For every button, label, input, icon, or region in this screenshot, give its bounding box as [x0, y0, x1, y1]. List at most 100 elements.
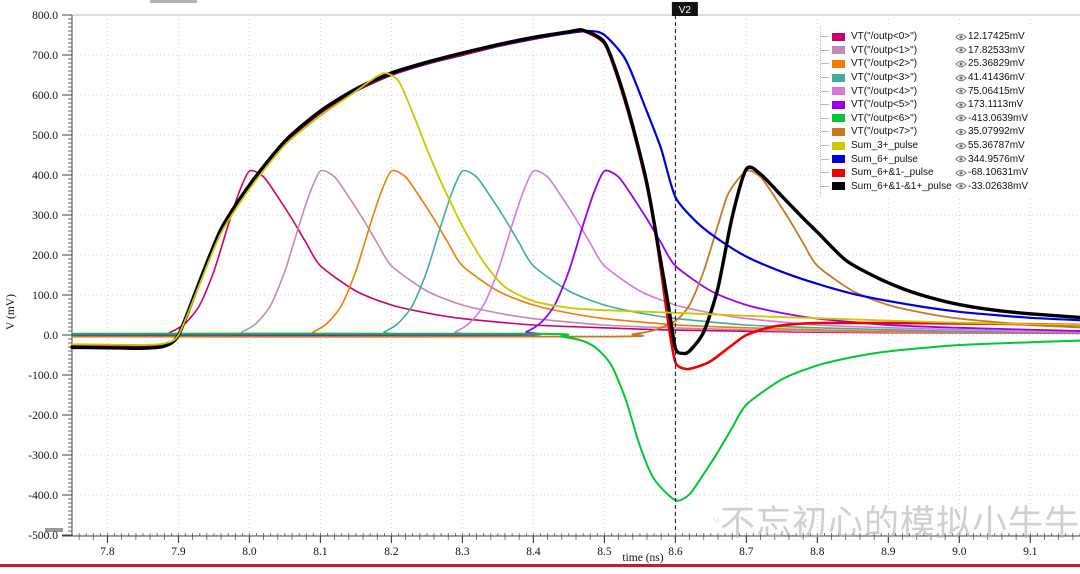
trace-curves	[70, 28, 1080, 502]
legend-row[interactable]: VT("/outp<0>") 12.17425mV	[821, 30, 1077, 44]
window-edge-artifact	[150, 0, 197, 3]
eye-visibility-icon[interactable]	[953, 33, 968, 41]
legend-marker-value: 41.41436mV	[968, 72, 1025, 84]
legend-row[interactable]: Sum_6+&1-&1+_pulse -33.02638mV	[821, 180, 1077, 194]
legend-color-swatch[interactable]	[832, 141, 845, 150]
legend-color-swatch[interactable]	[832, 32, 845, 41]
legend-tree-dash	[821, 63, 829, 65]
y-tick-label: -400.0	[28, 490, 58, 502]
legend-tree-dash	[821, 49, 829, 51]
legend-color-swatch[interactable]	[832, 127, 845, 136]
x-tick-label: 9.0	[952, 546, 967, 558]
x-tick-label: 8.9	[881, 546, 896, 558]
legend-marker-value: 12.17425mV	[968, 31, 1025, 43]
eye-visibility-icon[interactable]	[953, 74, 968, 82]
legend-marker-value: -33.02638mV	[968, 180, 1029, 192]
trace-vt-outp<1>-	[71, 169, 1080, 336]
x-tick-label: 8.3	[455, 546, 470, 558]
legend-color-swatch[interactable]	[832, 59, 845, 68]
legend-trace-name: VT("/outp<7>")	[851, 126, 918, 138]
eye-visibility-icon[interactable]	[953, 142, 968, 150]
x-axis-title: time (ns)	[622, 552, 663, 564]
legend-row[interactable]: VT("/outp<4>") 75.06415mV	[821, 84, 1077, 98]
y-tick-label: 700.0	[32, 50, 58, 62]
eye-visibility-icon[interactable]	[953, 155, 968, 163]
trace-vt-outp<2>-	[71, 169, 1080, 336]
bottom-divider	[0, 564, 1080, 567]
legend-trace-name: VT("/outp<6>")	[851, 112, 918, 124]
legend-row[interactable]: VT("/outp<7>") 35.07992mV	[821, 125, 1077, 139]
legend-tree-dash	[821, 158, 829, 160]
eye-visibility-icon[interactable]	[953, 182, 968, 190]
x-tick-label: 8.0	[242, 546, 257, 558]
eye-visibility-icon[interactable]	[953, 60, 968, 68]
legend-tree-dash	[821, 36, 829, 38]
legend-tree-dash	[821, 131, 829, 133]
marker-v2[interactable]: V2	[671, 2, 698, 533]
legend-marker-value: 75.06415mV	[968, 85, 1025, 97]
legend-color-swatch[interactable]	[832, 168, 845, 177]
legend-trace-name: VT("/outp<4>")	[851, 85, 918, 97]
legend-trace-name: Sum_6+_pulse	[851, 153, 918, 165]
x-tick-label: 8.5	[597, 546, 612, 558]
legend-trace-name: VT("/outp<1>")	[851, 44, 918, 56]
legend-row[interactable]: VT("/outp<3>") 41.41436mV	[821, 71, 1077, 85]
legend-trace-name: VT("/outp<2>")	[851, 58, 918, 70]
marker-v2-label: V2	[679, 5, 692, 16]
legend-row[interactable]: VT("/outp<5>") 173.1113mV	[821, 98, 1077, 112]
legend-color-swatch[interactable]	[832, 100, 845, 109]
legend-marker-value: 344.9576mV	[968, 153, 1025, 165]
y-tick-label: -200.0	[28, 410, 58, 422]
eye-visibility-icon[interactable]	[953, 46, 968, 54]
x-tick-label: 8.4	[526, 546, 541, 558]
legend-trace-name: VT("/outp<3>")	[851, 72, 918, 84]
trace-legend: VT("/outp<0>") 12.17425mV VT("/outp<1>") 17…	[820, 26, 1077, 198]
legend-color-swatch[interactable]	[832, 114, 845, 123]
y-tick-label: -100.0	[28, 370, 58, 382]
legend-marker-value: -413.0639mV	[968, 112, 1029, 124]
legend-row[interactable]: VT("/outp<2>") 25.36829mV	[821, 57, 1077, 71]
legend-row[interactable]: VT("/outp<1>") 17.82533mV	[821, 44, 1077, 58]
legend-trace-name: VT("/outp<0>")	[851, 31, 918, 43]
legend-row[interactable]: VT("/outp<6>") -413.0639mV	[821, 112, 1077, 126]
eye-visibility-icon[interactable]	[953, 101, 968, 109]
legend-tree-dash	[821, 90, 829, 92]
x-tick-label: 9.1	[1023, 546, 1038, 558]
legend-row[interactable]: Sum_6+&1-_pulse -68.10631mV	[821, 166, 1077, 180]
legend-tree-dash	[821, 172, 829, 174]
legend-tree-dash	[821, 185, 829, 187]
legend-marker-value: 55.36787mV	[968, 140, 1025, 152]
legend-tree-dash	[821, 77, 829, 79]
legend-color-swatch[interactable]	[832, 46, 845, 55]
legend-marker-value: 17.82533mV	[968, 44, 1025, 56]
y-tick-label: 0.0	[44, 330, 59, 342]
legend-color-swatch[interactable]	[832, 87, 845, 96]
legend-color-swatch[interactable]	[832, 73, 845, 82]
eye-visibility-icon[interactable]	[953, 128, 968, 136]
legend-tree-dash	[821, 145, 829, 147]
legend-marker-value: 173.1113mV	[968, 99, 1024, 111]
legend-row[interactable]: Sum_3+_pulse 55.36787mV	[821, 139, 1077, 153]
legend-trace-name: Sum_3+_pulse	[851, 140, 918, 152]
legend-color-swatch[interactable]	[832, 182, 845, 191]
eye-visibility-icon[interactable]	[953, 114, 968, 122]
x-tick-label: 7.8	[100, 546, 115, 558]
legend-trace-name: Sum_6+&1-&1+_pulse	[851, 180, 952, 192]
y-tick-label: 400.0	[32, 170, 58, 182]
x-tick-label: 8.2	[384, 546, 399, 558]
eye-visibility-icon[interactable]	[953, 169, 968, 177]
y-tick-label: 300.0	[32, 210, 58, 222]
legend-color-swatch[interactable]	[832, 155, 845, 164]
legend-marker-value: 25.36829mV	[968, 58, 1025, 70]
x-tick-label: 7.9	[171, 546, 186, 558]
legend-tree-dash	[821, 117, 829, 119]
y-tick-label: 100.0	[32, 290, 58, 302]
legend-row[interactable]: Sum_6+_pulse 344.9576mV	[821, 152, 1077, 166]
legend-marker-value: 35.07992mV	[968, 126, 1025, 138]
y-tick-label: 800.0	[32, 10, 58, 22]
legend-tree-dash	[821, 104, 829, 106]
trace-vt-outp<3>-	[71, 169, 1080, 336]
eye-visibility-icon[interactable]	[953, 87, 968, 95]
